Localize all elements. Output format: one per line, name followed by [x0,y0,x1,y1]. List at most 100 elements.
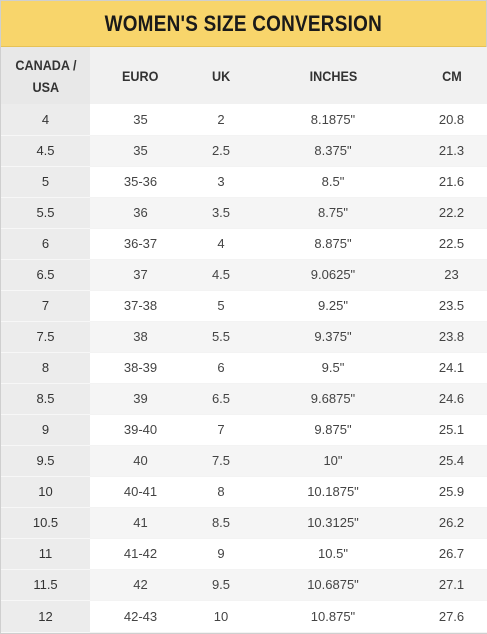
cell-canada-usa: 11.5 [1,569,90,601]
cell-canada-usa: 10.5 [1,507,90,539]
cell-euro: 38 [90,321,191,353]
cell-inches: 9.6875" [251,383,415,415]
header-inches: INCHES [251,47,415,104]
cell-canada-usa: 7 [1,290,90,322]
header-row: CANADA / USA EURO UK INCHES CM [1,47,487,104]
cell-euro: 36 [90,197,191,229]
cell-euro: 37-38 [90,290,191,322]
table-row: 5 35-36 3 8.5" 21.6 [1,166,487,198]
cell-inches: 10.875" [251,600,415,633]
cell-canada-usa: 5.5 [1,197,90,229]
cell-euro: 35-36 [90,166,191,198]
table-row: 4 35 2 8.1875" 20.8 [1,104,487,136]
cell-cm: 27.6 [415,600,487,633]
cell-inches: 8.5" [251,166,415,198]
cell-canada-usa: 9 [1,414,90,446]
cell-inches: 8.1875" [251,104,415,136]
cell-euro: 40 [90,445,191,477]
table-row: 5.5 36 3.5 8.75" 22.2 [1,197,487,229]
cell-uk: 8 [191,476,251,508]
cell-euro: 42-43 [90,600,191,633]
cell-inches: 9.5" [251,352,415,384]
table-row: 6.5 37 4.5 9.0625" 23 [1,259,487,291]
cell-inches: 8.875" [251,228,415,260]
cell-cm: 22.2 [415,197,487,229]
header-euro-label: EURO [122,67,159,84]
cell-uk: 4.5 [191,259,251,291]
cell-inches: 10.3125" [251,507,415,539]
header-euro: EURO [90,47,191,104]
cell-uk: 10 [191,600,251,633]
cell-cm: 25.4 [415,445,487,477]
title-bar: WOMEN'S SIZE CONVERSION [1,1,486,47]
cell-euro: 40-41 [90,476,191,508]
table-row: 12 42-43 10 10.875" 27.6 [1,600,487,633]
cell-inches: 9.25" [251,290,415,322]
cell-canada-usa: 10 [1,476,90,508]
cell-canada-usa: 7.5 [1,321,90,353]
cell-uk: 6 [191,352,251,384]
cell-cm: 26.2 [415,507,487,539]
cell-cm: 22.5 [415,228,487,260]
cell-canada-usa: 4.5 [1,135,90,167]
cell-cm: 21.6 [415,166,487,198]
page-title: WOMEN'S SIZE CONVERSION [104,10,383,36]
cell-canada-usa: 4 [1,104,90,136]
table-row: 4.5 35 2.5 8.375" 21.3 [1,135,487,167]
table-row: 7 37-38 5 9.25" 23.5 [1,290,487,322]
cell-cm: 26.7 [415,538,487,570]
table-row: 8.5 39 6.5 9.6875" 24.6 [1,383,487,415]
cell-inches: 8.375" [251,135,415,167]
cell-uk: 7.5 [191,445,251,477]
cell-canada-usa: 8 [1,352,90,384]
header-cm-label: CM [441,67,462,84]
cell-uk: 9 [191,538,251,570]
header-cm: CM [415,47,487,104]
header-uk-label: UK [211,67,231,84]
table-header: CANADA / USA EURO UK INCHES CM [1,47,487,104]
cell-euro: 37 [90,259,191,291]
cell-cm: 25.1 [415,414,487,446]
table-row: 10.5 41 8.5 10.3125" 26.2 [1,507,487,539]
cell-euro: 39-40 [90,414,191,446]
cell-cm: 24.6 [415,383,487,415]
cell-cm: 25.9 [415,476,487,508]
table-body: 4 35 2 8.1875" 20.8 4.5 35 2.5 8.375" 21.3 5 35-36 3… [1,104,487,633]
cell-cm: 21.3 [415,135,487,167]
cell-inches: 10.1875" [251,476,415,508]
cell-inches: 9.875" [251,414,415,446]
cell-euro: 35 [90,104,191,136]
cell-euro: 42 [90,569,191,601]
cell-uk: 4 [191,228,251,260]
cell-uk: 9.5 [191,569,251,601]
cell-uk: 3.5 [191,197,251,229]
size-table: CANADA / USA EURO UK INCHES CM 4 35 2 8.187… [1,47,487,633]
cell-cm: 27.1 [415,569,487,601]
cell-uk: 5.5 [191,321,251,353]
cell-euro: 38-39 [90,352,191,384]
cell-cm: 23.8 [415,321,487,353]
cell-canada-usa: 6.5 [1,259,90,291]
cell-inches: 8.75" [251,197,415,229]
cell-uk: 2.5 [191,135,251,167]
cell-canada-usa: 8.5 [1,383,90,415]
header-uk: UK [191,47,251,104]
cell-uk: 7 [191,414,251,446]
cell-uk: 3 [191,166,251,198]
header-canada-usa: CANADA / USA [1,47,90,104]
cell-euro: 36-37 [90,228,191,260]
cell-uk: 6.5 [191,383,251,415]
cell-euro: 41 [90,507,191,539]
cell-inches: 10" [251,445,415,477]
table-row: 9.5 40 7.5 10" 25.4 [1,445,487,477]
cell-cm: 23 [415,259,487,291]
cell-inches: 9.0625" [251,259,415,291]
cell-cm: 20.8 [415,104,487,136]
cell-canada-usa: 11 [1,538,90,570]
cell-euro: 39 [90,383,191,415]
cell-inches: 9.375" [251,321,415,353]
table-row: 9 39-40 7 9.875" 25.1 [1,414,487,446]
header-inches-label: INCHES [309,67,357,84]
cell-euro: 35 [90,135,191,167]
